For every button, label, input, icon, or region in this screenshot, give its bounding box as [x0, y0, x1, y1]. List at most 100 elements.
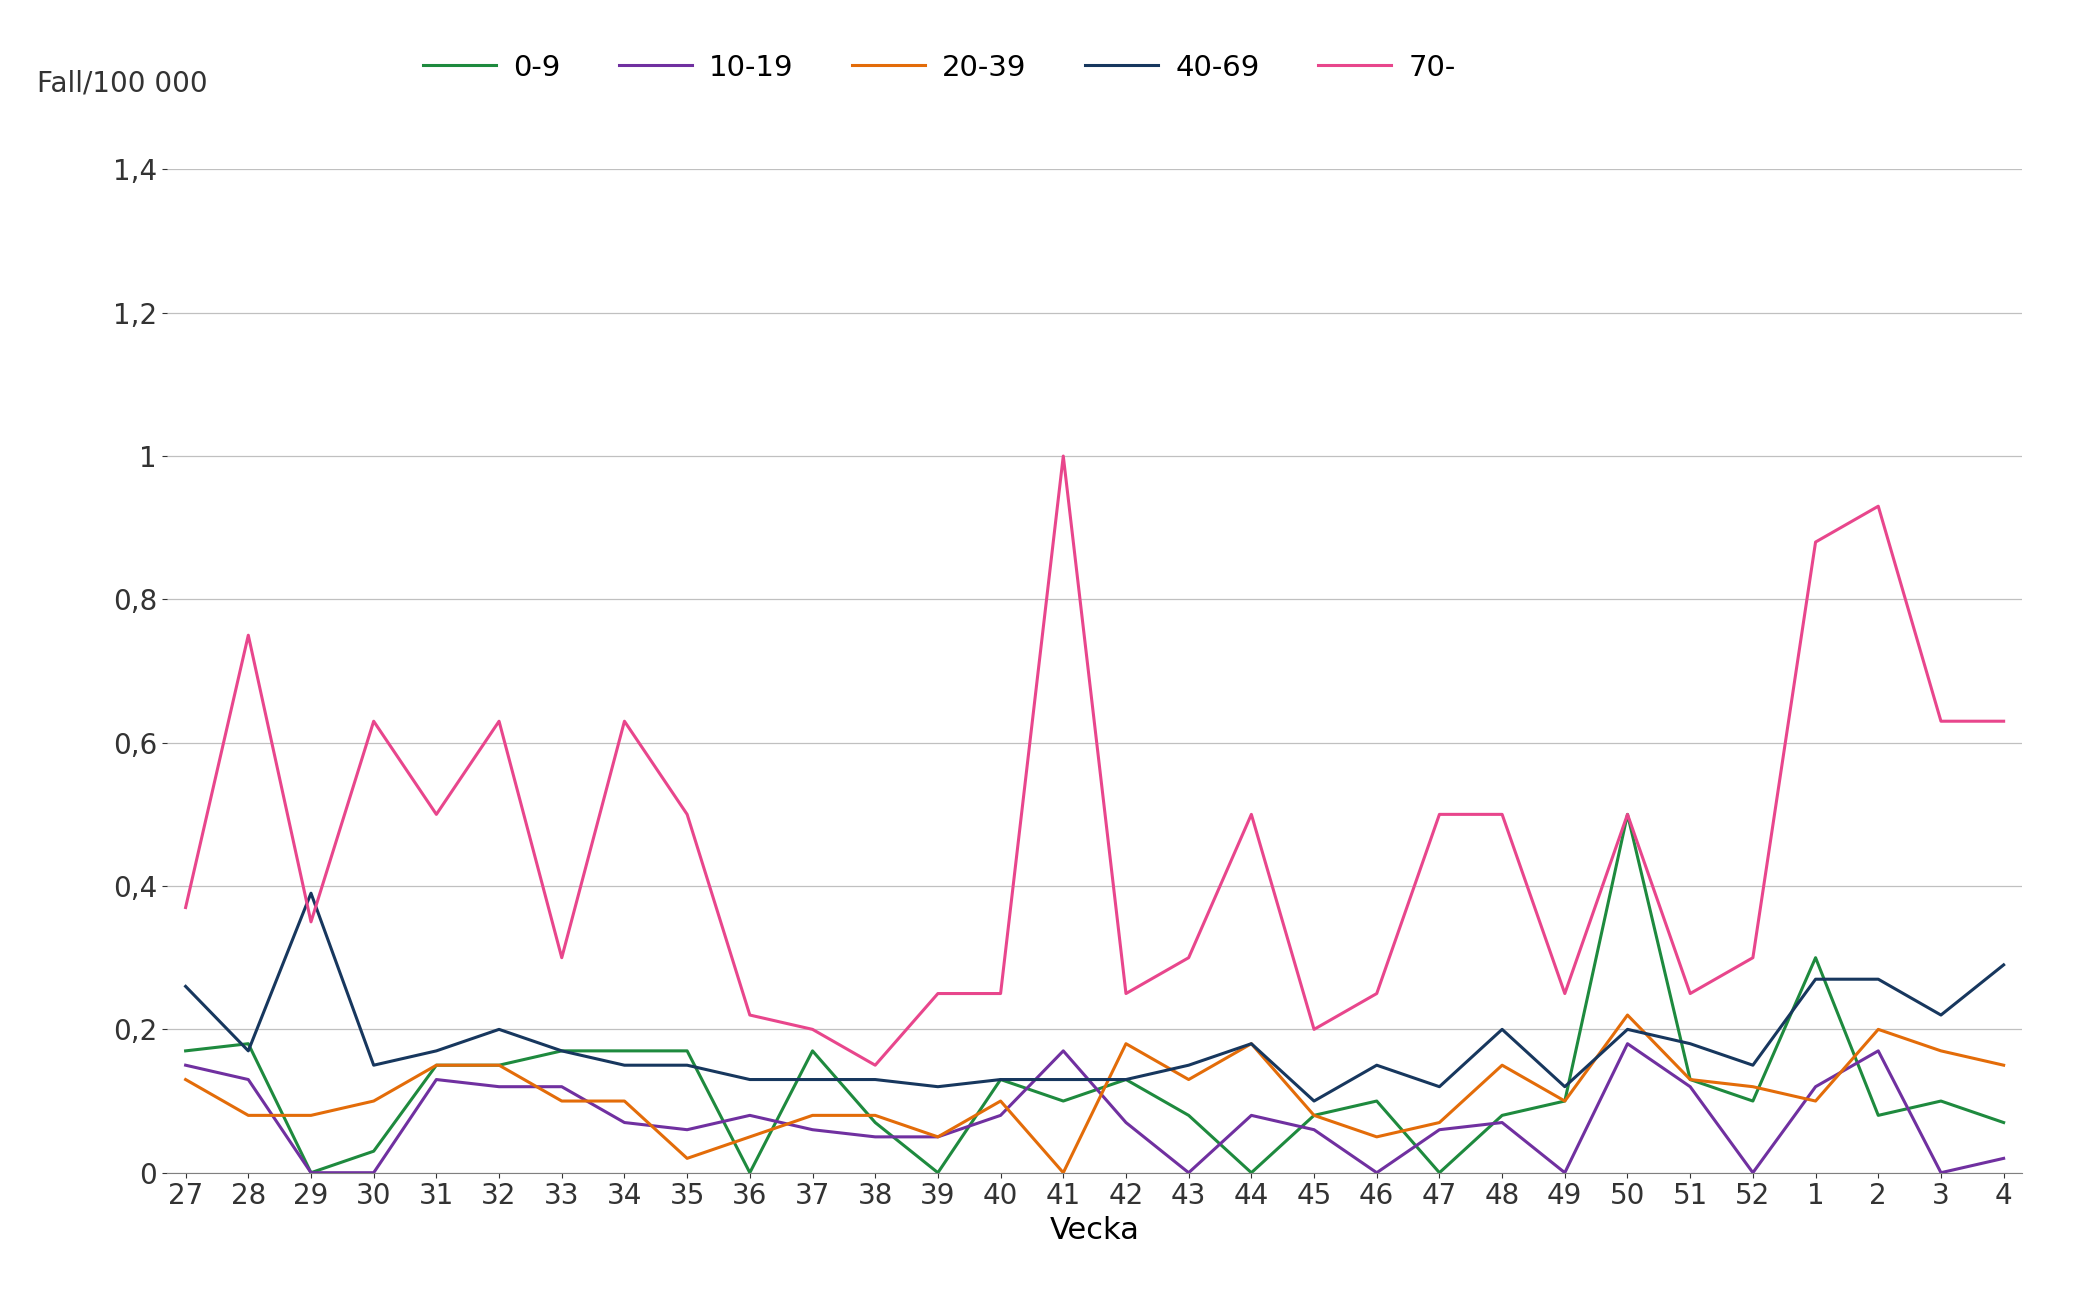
40-69 [738, 1071, 763, 1087]
70- [1489, 807, 1514, 822]
40-69 [1741, 1058, 1766, 1074]
40-69 [988, 1071, 1013, 1087]
10-19 [423, 1071, 448, 1087]
70- [611, 714, 636, 730]
0-9 [173, 1042, 198, 1058]
10-19 [801, 1122, 826, 1138]
70- [801, 1022, 826, 1037]
20-39 [361, 1093, 386, 1109]
X-axis label: Vecka: Vecka [1049, 1216, 1140, 1244]
20-39 [863, 1108, 888, 1123]
10-19 [486, 1079, 511, 1095]
70- [1176, 950, 1201, 966]
20-39 [801, 1108, 826, 1123]
0-9 [1616, 807, 1641, 822]
0-9 [1176, 1108, 1201, 1123]
0-9 [1364, 1093, 1389, 1109]
40-69 [486, 1022, 511, 1037]
40-69 [611, 1058, 636, 1074]
20-39 [548, 1093, 573, 1109]
70- [988, 985, 1013, 1001]
70- [1426, 807, 1451, 822]
70- [1929, 714, 1954, 730]
70- [676, 807, 701, 822]
10-19 [298, 1165, 323, 1181]
70- [1113, 985, 1138, 1001]
40-69 [1051, 1071, 1076, 1087]
0-9 [1741, 1093, 1766, 1109]
20-39 [1678, 1071, 1703, 1087]
70- [1804, 534, 1829, 550]
Line: 20-39: 20-39 [186, 1015, 2004, 1173]
20-39 [1238, 1036, 1264, 1052]
20-39 [236, 1108, 261, 1123]
70- [1364, 985, 1389, 1001]
40-69 [1301, 1093, 1326, 1109]
10-19 [1364, 1165, 1389, 1181]
Line: 40-69: 40-69 [186, 894, 2004, 1101]
0-9 [863, 1115, 888, 1131]
0-9 [548, 1042, 573, 1058]
0-9 [423, 1058, 448, 1074]
70- [548, 950, 573, 966]
0-9 [926, 1165, 951, 1181]
40-69 [548, 1042, 573, 1058]
40-69 [863, 1071, 888, 1087]
20-39 [1113, 1036, 1138, 1052]
20-39 [173, 1071, 198, 1087]
20-39 [988, 1093, 1013, 1109]
40-69 [1489, 1022, 1514, 1037]
0-9 [1804, 950, 1829, 966]
10-19 [1489, 1115, 1514, 1131]
20-39 [1804, 1093, 1829, 1109]
10-19 [1553, 1165, 1578, 1181]
40-69 [298, 886, 323, 902]
Line: 70-: 70- [186, 456, 2004, 1066]
40-69 [1113, 1071, 1138, 1087]
70- [236, 628, 261, 644]
0-9 [361, 1144, 386, 1160]
10-19 [1238, 1108, 1264, 1123]
20-39 [1929, 1042, 1954, 1058]
0-9 [1113, 1071, 1138, 1087]
Legend: 0-9, 10-19, 20-39, 40-69, 70-: 0-9, 10-19, 20-39, 40-69, 70- [423, 53, 1455, 82]
10-19 [988, 1108, 1013, 1123]
20-39 [1616, 1007, 1641, 1023]
0-9 [298, 1165, 323, 1181]
10-19 [361, 1165, 386, 1181]
Line: 10-19: 10-19 [186, 1044, 2004, 1173]
40-69 [1364, 1058, 1389, 1074]
10-19 [1741, 1165, 1766, 1181]
10-19 [1991, 1151, 2016, 1166]
10-19 [738, 1108, 763, 1123]
0-9 [1489, 1108, 1514, 1123]
20-39 [738, 1128, 763, 1145]
40-69 [676, 1058, 701, 1074]
70- [863, 1058, 888, 1074]
10-19 [173, 1058, 198, 1074]
40-69 [926, 1079, 951, 1095]
10-19 [676, 1122, 701, 1138]
40-69 [801, 1071, 826, 1087]
40-69 [1616, 1022, 1641, 1037]
20-39 [1866, 1022, 1891, 1037]
0-9 [988, 1071, 1013, 1087]
70- [1553, 985, 1578, 1001]
10-19 [926, 1128, 951, 1145]
70- [486, 714, 511, 730]
40-69 [1426, 1079, 1451, 1095]
10-19 [1866, 1042, 1891, 1058]
70- [361, 714, 386, 730]
0-9 [1991, 1115, 2016, 1131]
0-9 [1553, 1093, 1578, 1109]
70- [1238, 807, 1264, 822]
70- [298, 915, 323, 930]
40-69 [1678, 1036, 1703, 1052]
10-19 [1678, 1079, 1703, 1095]
Line: 0-9: 0-9 [186, 814, 2004, 1173]
70- [1301, 1022, 1326, 1037]
0-9 [236, 1036, 261, 1052]
40-69 [173, 979, 198, 994]
0-9 [1238, 1165, 1264, 1181]
10-19 [1051, 1042, 1076, 1058]
